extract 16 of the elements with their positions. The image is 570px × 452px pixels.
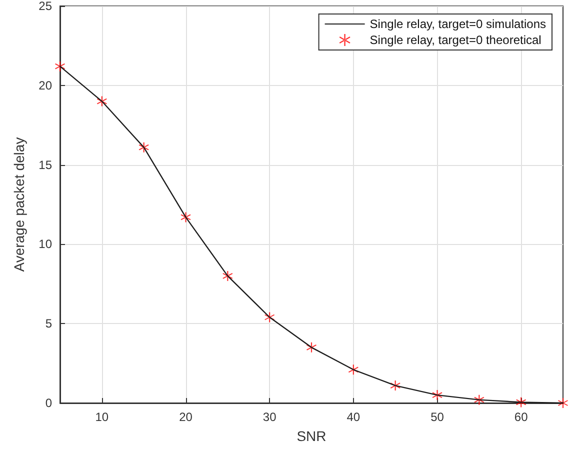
legend-label: Single relay, target=0 simulations [370, 17, 546, 31]
legend-label: Single relay, target=0 theoretical [370, 33, 542, 47]
y-tick-label: 0 [45, 396, 52, 410]
y-axis-title: Average packet delay [11, 137, 27, 272]
x-tick-label: 50 [430, 410, 444, 424]
y-tick-label: 25 [38, 0, 52, 13]
x-tick-label: 60 [514, 410, 528, 424]
y-tick-label: 20 [38, 78, 52, 92]
y-tick-label: 5 [45, 316, 52, 331]
x-tick-label: 10 [95, 410, 109, 424]
y-tick-label: 15 [38, 158, 52, 172]
x-axis-title: SNR [296, 428, 326, 444]
x-tick-label: 30 [262, 410, 277, 424]
y-tick-label: 10 [38, 237, 52, 252]
x-tick-label: 20 [179, 410, 193, 424]
x-tick-label: 40 [346, 410, 360, 424]
